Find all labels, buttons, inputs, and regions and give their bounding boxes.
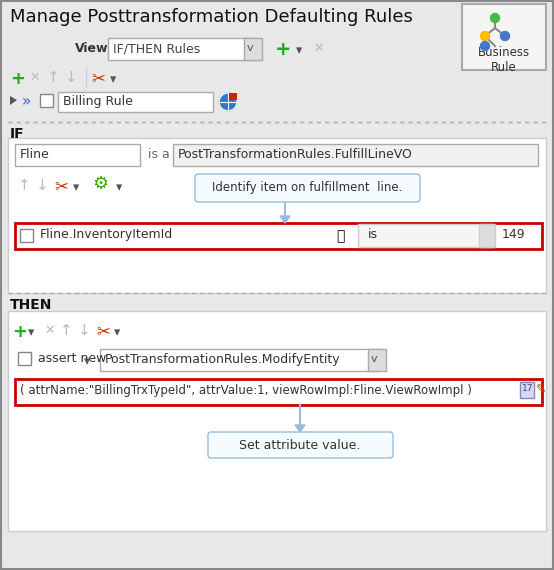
- Text: +: +: [12, 323, 27, 341]
- Polygon shape: [280, 216, 290, 223]
- Text: 149: 149: [502, 228, 526, 241]
- Text: ✂: ✂: [96, 322, 110, 340]
- Text: is: is: [368, 228, 378, 241]
- Bar: [100, 349, 380, 371]
- Bar: [15, 379, 542, 405]
- Bar: [18, 352, 31, 365]
- Bar: [40, 94, 53, 107]
- Text: Identify item on fulfillment  line.: Identify item on fulfillment line.: [212, 181, 403, 194]
- Text: ▾: ▾: [28, 326, 34, 339]
- Text: +: +: [10, 70, 25, 88]
- Text: THEN: THEN: [10, 298, 53, 312]
- Text: 🔍: 🔍: [336, 229, 344, 243]
- Text: Set attribute value.: Set attribute value.: [239, 439, 361, 452]
- FancyBboxPatch shape: [208, 432, 393, 458]
- Text: ✕: ✕: [313, 42, 324, 55]
- Bar: [8, 311, 546, 531]
- Text: ↑: ↑: [60, 323, 73, 338]
- Text: Fline: Fline: [20, 148, 50, 161]
- Text: ▾: ▾: [116, 181, 122, 194]
- Text: ( attrName:"BillingTrxTypeId", attrValue:1, viewRowImpl:Fline.ViewRowImpl ): ( attrName:"BillingTrxTypeId", attrValue…: [20, 384, 472, 397]
- Text: ▾: ▾: [110, 73, 116, 86]
- Text: v: v: [481, 229, 488, 239]
- Text: ▾: ▾: [84, 355, 90, 368]
- Text: ↓: ↓: [36, 178, 49, 193]
- Text: Billing Rule: Billing Rule: [63, 95, 133, 108]
- Text: ✕: ✕: [29, 71, 39, 84]
- Circle shape: [490, 14, 500, 22]
- Bar: [229, 93, 237, 100]
- Circle shape: [219, 93, 237, 111]
- Bar: [15, 223, 542, 249]
- Circle shape: [480, 31, 490, 40]
- Text: ↑: ↑: [18, 178, 31, 193]
- Circle shape: [480, 42, 490, 51]
- Text: Business
Rule: Business Rule: [478, 46, 530, 74]
- Text: v: v: [371, 354, 378, 364]
- Text: ↓: ↓: [78, 323, 91, 338]
- Bar: [462, 4, 546, 70]
- Bar: [479, 224, 495, 247]
- Bar: [20, 229, 33, 242]
- Text: ↑: ↑: [47, 70, 60, 85]
- Text: IF/THEN Rules: IF/THEN Rules: [113, 42, 200, 55]
- Text: ▾: ▾: [296, 44, 302, 57]
- Text: »: »: [22, 94, 31, 109]
- Bar: [8, 138, 546, 293]
- Text: ↓: ↓: [65, 70, 78, 85]
- Text: ▾: ▾: [73, 181, 79, 194]
- Bar: [244, 38, 262, 60]
- FancyBboxPatch shape: [195, 174, 420, 202]
- Text: PostTransformationRules.FulfillLineVO: PostTransformationRules.FulfillLineVO: [178, 148, 413, 161]
- Text: Fline.InventoryItemId: Fline.InventoryItemId: [40, 228, 173, 241]
- Bar: [358, 224, 493, 247]
- Text: ▾: ▾: [114, 326, 120, 339]
- Bar: [58, 92, 213, 112]
- Text: +: +: [275, 40, 291, 59]
- Text: IF: IF: [10, 127, 24, 141]
- Polygon shape: [10, 96, 17, 105]
- Text: assert new: assert new: [38, 352, 106, 365]
- Bar: [368, 349, 386, 371]
- Bar: [108, 38, 256, 60]
- Bar: [520, 382, 534, 398]
- Text: is a: is a: [148, 148, 170, 161]
- Text: PostTransformationRules.ModifyEntity: PostTransformationRules.ModifyEntity: [105, 353, 341, 366]
- Text: View: View: [75, 42, 109, 55]
- Text: ✎: ✎: [536, 383, 546, 396]
- Text: v: v: [247, 43, 254, 53]
- Text: 17: 17: [522, 384, 534, 393]
- Text: ✕: ✕: [44, 324, 54, 337]
- Text: ✂: ✂: [91, 69, 105, 87]
- Text: ✂: ✂: [54, 177, 68, 195]
- Bar: [15, 144, 140, 166]
- Polygon shape: [295, 425, 305, 432]
- Circle shape: [500, 31, 510, 40]
- Text: ⚙: ⚙: [92, 175, 108, 193]
- Text: Manage Posttransformation Defaulting Rules: Manage Posttransformation Defaulting Rul…: [10, 8, 413, 26]
- Bar: [173, 144, 538, 166]
